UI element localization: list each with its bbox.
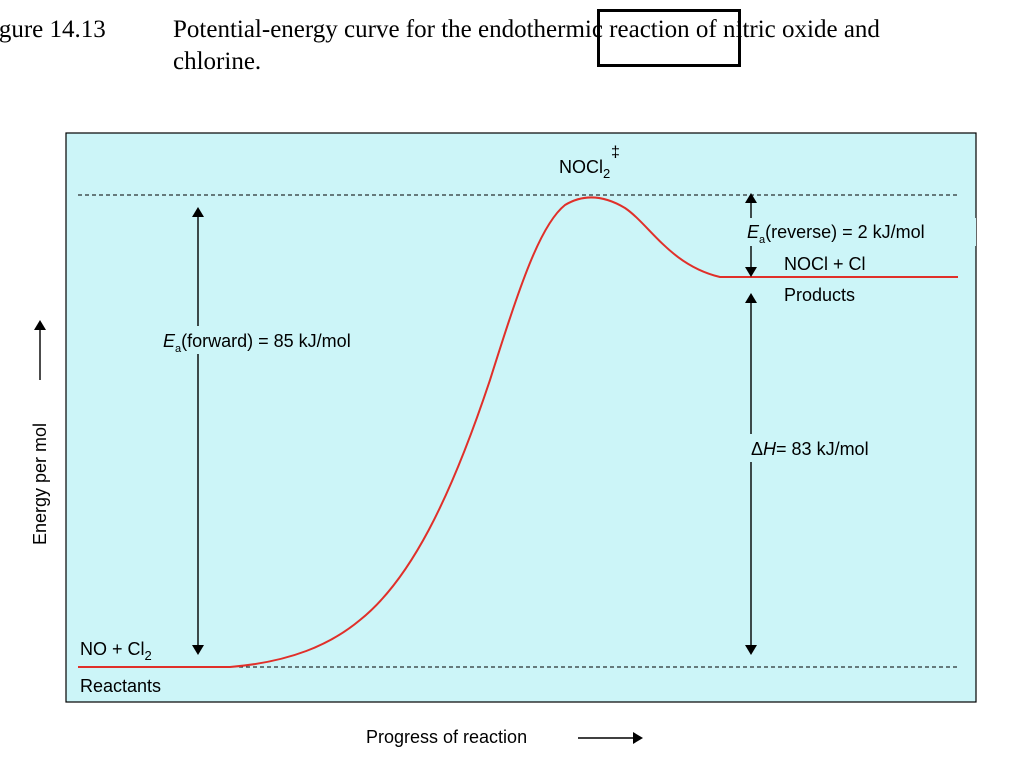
reactants-label: Reactants <box>80 676 161 696</box>
transition-state-dagger: ‡ <box>611 144 620 161</box>
reaction-energy-curve <box>78 196 958 668</box>
products-formula: NOCl + Cl <box>784 254 866 274</box>
products-label: Products <box>784 285 855 305</box>
ea-forward-label: Ea(forward) = 85 kJ/mol <box>163 331 351 355</box>
y-axis-label-group: Energy per mol <box>30 423 50 545</box>
transition-state-label: NOCl2 <box>559 157 610 181</box>
ea-forward-label-bg <box>160 326 435 354</box>
selection-box <box>597 9 741 67</box>
reactants-formula: NO + Cl2 <box>80 639 152 663</box>
delta-h-label-bg <box>744 434 904 462</box>
figure-title: Potential-energy curve for the endotherm… <box>173 16 880 75</box>
y-axis-label: Energy per mol <box>30 423 50 545</box>
figure-number: Figure 14.13 <box>0 16 106 43</box>
x-axis-label: Progress of reaction <box>366 727 527 747</box>
ea-reverse-label-bg <box>744 218 976 246</box>
ea-reverse-label: Ea(reverse) = 2 kJ/mol <box>747 222 925 246</box>
delta-h-label: ΔH= 83 kJ/mol <box>751 439 869 459</box>
